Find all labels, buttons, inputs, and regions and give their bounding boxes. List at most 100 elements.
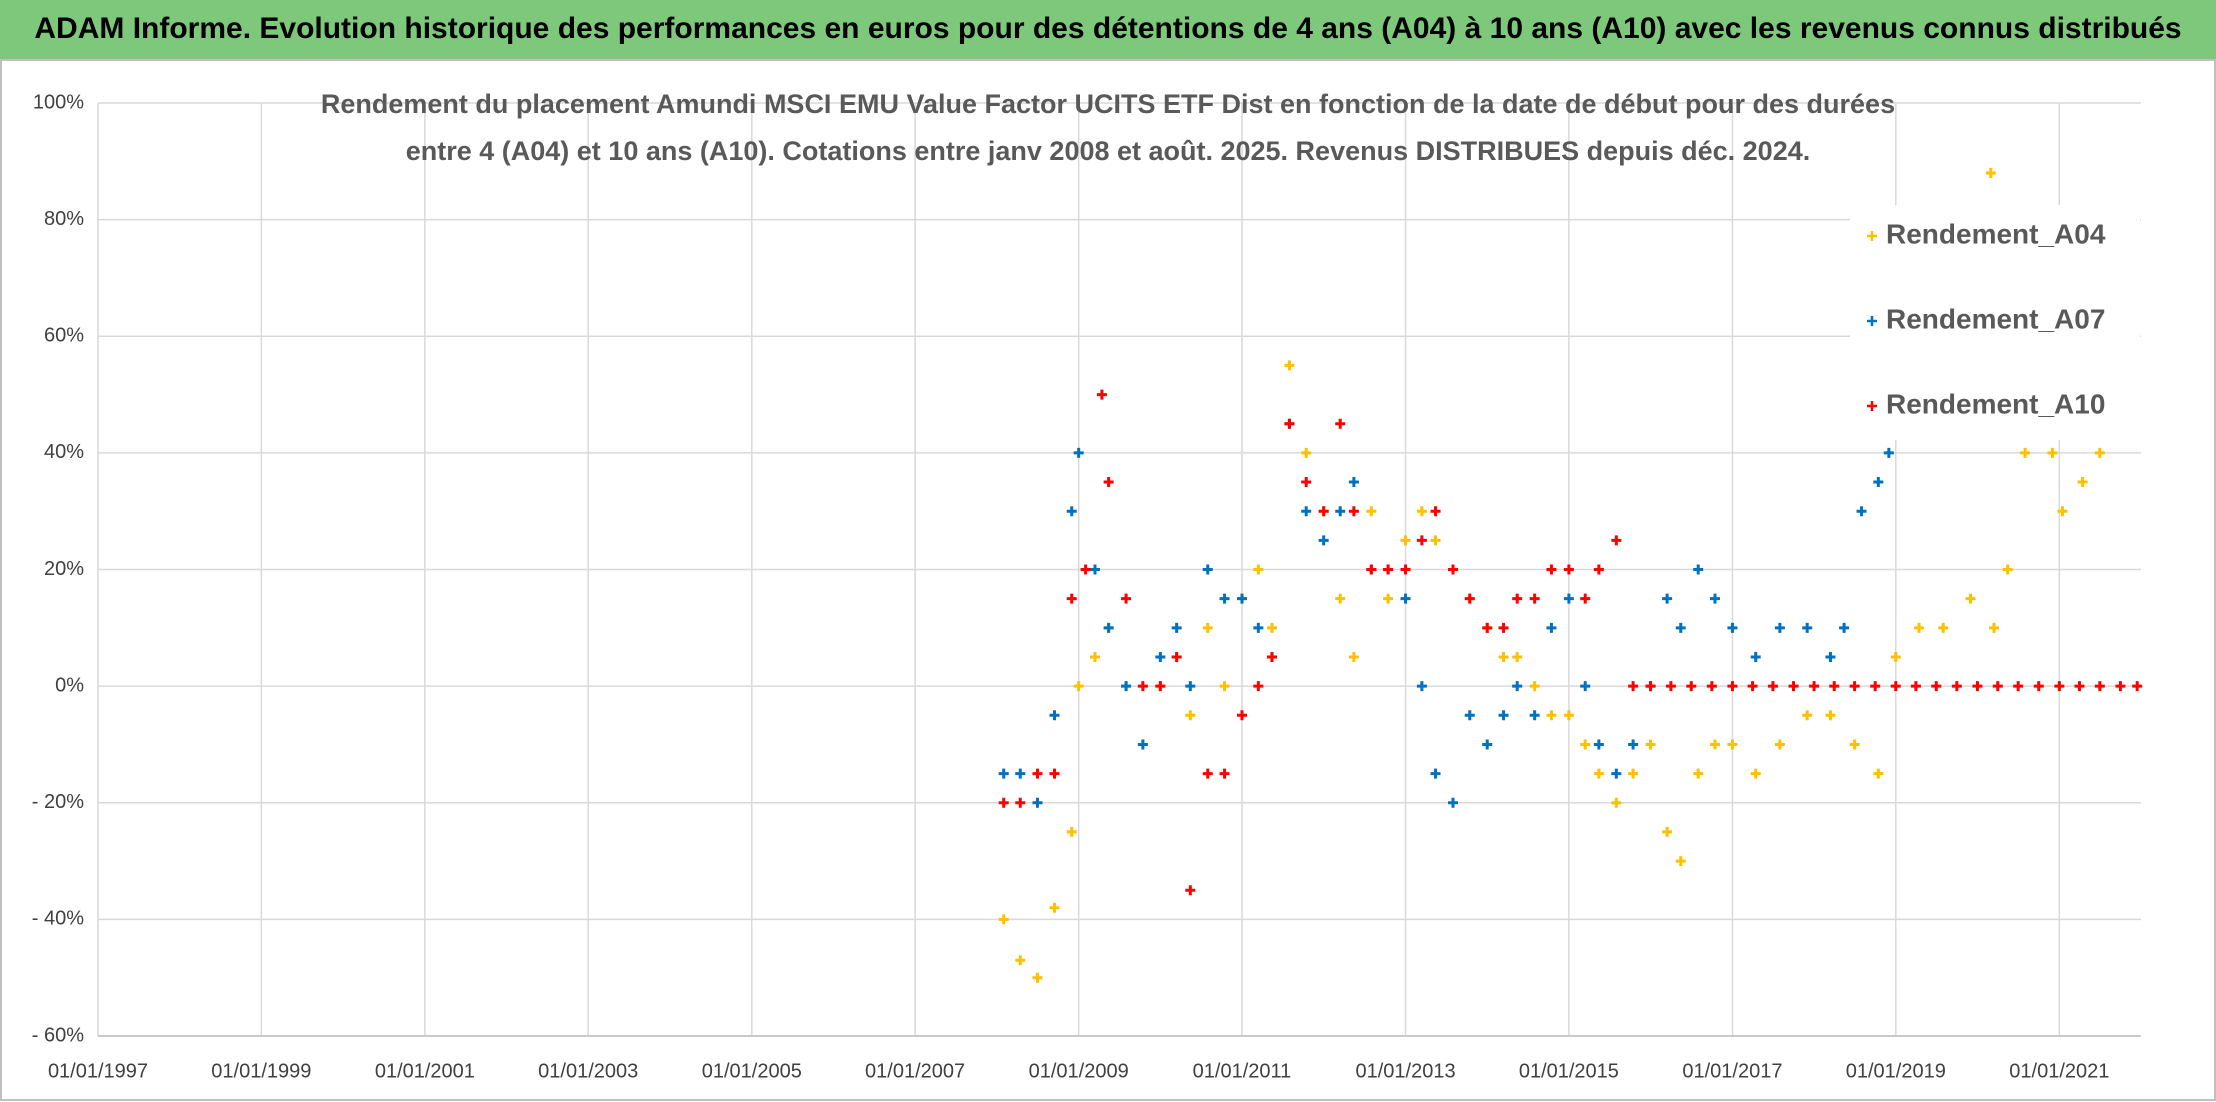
data-point bbox=[1383, 593, 1394, 604]
data-point bbox=[1662, 593, 1673, 604]
data-point bbox=[1237, 710, 1247, 721]
data-point bbox=[1628, 681, 1639, 692]
data-point bbox=[1563, 593, 1574, 604]
data-point bbox=[1611, 797, 1622, 808]
data-point bbox=[1335, 506, 1346, 517]
data-point bbox=[1073, 681, 1084, 692]
data-point bbox=[1447, 797, 1458, 808]
legend-box bbox=[1850, 205, 2140, 440]
data-point bbox=[1580, 593, 1591, 604]
legend-label: Rendement_A10 bbox=[1886, 388, 2105, 419]
data-point bbox=[1066, 593, 1077, 604]
data-point bbox=[1103, 622, 1114, 633]
data-point bbox=[2077, 477, 2088, 488]
data-point bbox=[1628, 768, 1639, 779]
data-point bbox=[1809, 681, 1820, 692]
data-point bbox=[1416, 681, 1427, 692]
data-point bbox=[1774, 739, 1785, 750]
banner-background bbox=[0, 0, 2216, 60]
data-point bbox=[1202, 622, 1213, 633]
y-tick-label: 100% bbox=[33, 91, 84, 113]
data-point bbox=[1121, 681, 1132, 692]
legend-marker bbox=[1867, 401, 1877, 411]
data-point bbox=[1482, 622, 1493, 633]
data-point bbox=[1301, 506, 1312, 517]
data-point bbox=[1611, 768, 1622, 779]
data-point bbox=[1015, 955, 1026, 966]
data-point bbox=[1873, 477, 1884, 488]
data-point bbox=[1266, 651, 1277, 662]
data-point bbox=[1015, 797, 1026, 808]
data-point bbox=[1675, 622, 1686, 633]
data-point bbox=[998, 768, 1009, 779]
data-point bbox=[2013, 681, 2024, 692]
data-point bbox=[1318, 506, 1329, 517]
data-point bbox=[1416, 535, 1427, 546]
data-point bbox=[1529, 681, 1540, 692]
data-point bbox=[1430, 768, 1441, 779]
data-point bbox=[1400, 564, 1411, 575]
y-tick-label: 0% bbox=[55, 674, 84, 696]
data-point bbox=[998, 914, 1009, 925]
data-point bbox=[1032, 972, 1043, 983]
data-point bbox=[1032, 797, 1043, 808]
x-tick-label: 01/01/2013 bbox=[1356, 1060, 1456, 1082]
data-point bbox=[1253, 622, 1264, 633]
x-tick-label: 01/01/2015 bbox=[1519, 1060, 1619, 1082]
data-point bbox=[1383, 564, 1394, 575]
data-point bbox=[1546, 710, 1557, 721]
y-tick-label: - 20% bbox=[32, 791, 84, 813]
data-point bbox=[1914, 622, 1925, 633]
data-point bbox=[1593, 768, 1604, 779]
data-point bbox=[1464, 710, 1475, 721]
data-point bbox=[2047, 447, 2058, 458]
x-tick-label: 01/01/2007 bbox=[865, 1060, 965, 1082]
x-tick-label: 01/01/2017 bbox=[1682, 1060, 1782, 1082]
data-point bbox=[1662, 826, 1673, 837]
data-point bbox=[1951, 681, 1962, 692]
x-tick-label: 01/01/1999 bbox=[211, 1060, 311, 1082]
data-point bbox=[1628, 739, 1639, 750]
data-point bbox=[1890, 651, 1901, 662]
data-point bbox=[1727, 739, 1738, 750]
data-point bbox=[1849, 739, 1860, 750]
data-point bbox=[1529, 593, 1540, 604]
data-point bbox=[1563, 710, 1574, 721]
data-point bbox=[1096, 389, 1107, 400]
data-point bbox=[1802, 710, 1813, 721]
data-point bbox=[1706, 681, 1717, 692]
data-point bbox=[1049, 768, 1060, 779]
data-point bbox=[1972, 681, 1983, 692]
data-point bbox=[1709, 739, 1720, 750]
data-point bbox=[1498, 622, 1509, 633]
y-tick-label: 80% bbox=[44, 208, 84, 230]
data-point bbox=[1580, 681, 1591, 692]
data-point bbox=[1546, 564, 1557, 575]
data-point bbox=[1686, 681, 1697, 692]
data-point bbox=[1185, 710, 1196, 721]
data-point bbox=[1049, 710, 1060, 721]
data-point bbox=[1121, 593, 1132, 604]
data-point bbox=[1883, 447, 1894, 458]
x-tick-label: 01/01/2001 bbox=[375, 1060, 475, 1082]
data-point bbox=[1366, 564, 1377, 575]
x-tick-label: 01/01/2011 bbox=[1193, 1060, 1292, 1082]
x-tick-label: 01/01/1997 bbox=[48, 1060, 148, 1082]
data-point bbox=[1825, 710, 1836, 721]
data-point bbox=[1155, 681, 1166, 692]
data-point bbox=[1593, 739, 1604, 750]
data-point bbox=[1989, 622, 1999, 633]
data-point bbox=[1829, 681, 1840, 692]
y-tick-label: - 40% bbox=[32, 908, 84, 930]
data-point bbox=[1992, 681, 2003, 692]
data-point bbox=[1400, 593, 1411, 604]
data-point bbox=[1049, 902, 1060, 913]
data-point bbox=[2074, 681, 2085, 692]
data-point bbox=[1856, 506, 1867, 517]
data-point bbox=[1430, 535, 1441, 546]
data-point bbox=[1498, 710, 1509, 721]
data-point bbox=[1563, 564, 1574, 575]
data-point bbox=[1665, 681, 1676, 692]
data-point bbox=[1400, 535, 1411, 546]
data-point bbox=[1015, 768, 1026, 779]
